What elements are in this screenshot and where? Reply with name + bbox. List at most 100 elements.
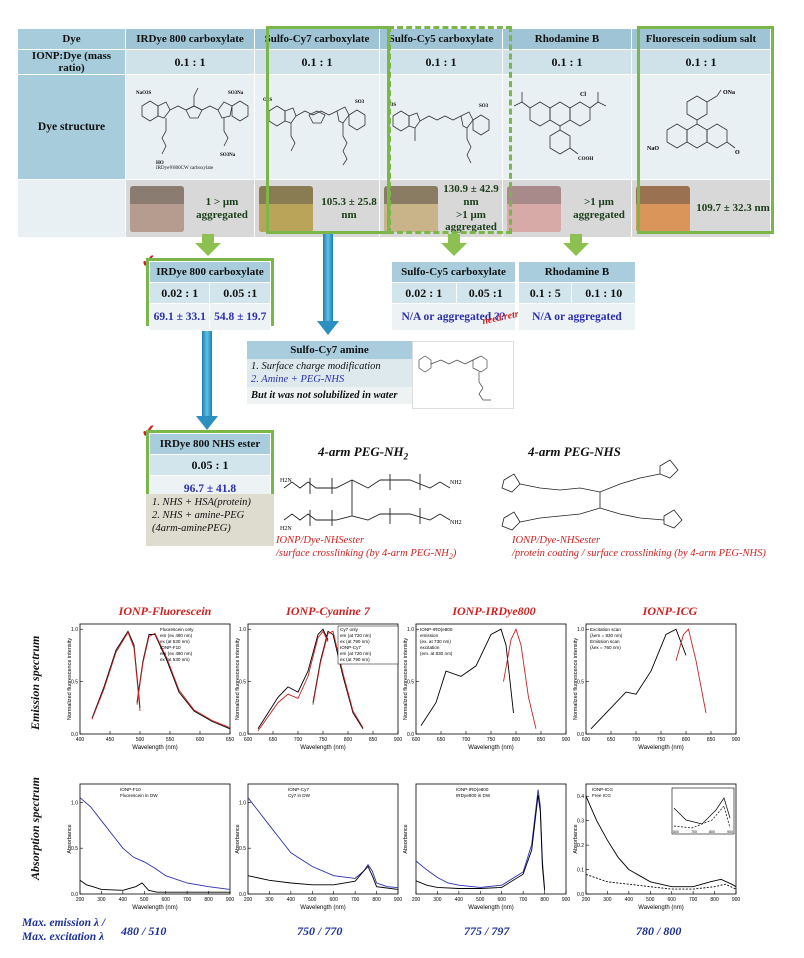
peg-nh2-caption-end: ) — [452, 548, 457, 559]
x-tick-label: 500 — [136, 737, 145, 743]
structure-irdye: NaO3S SO3Na HO SO3Na IRDye®800CW carboxy… — [125, 74, 255, 180]
svg-text:SO3Na: SO3Na — [228, 91, 244, 96]
header-dye: Dye — [17, 28, 126, 50]
nhs-box-title: IRDye 800 NHS ester — [149, 433, 271, 455]
max-lambda-label: Max. emission λ / Max. excitation λ — [22, 916, 105, 944]
x-tick-label: 700 — [183, 897, 192, 903]
plot-frame — [585, 623, 737, 735]
result-text: 1 > μm — [205, 195, 239, 208]
x-tick-label: 500 — [476, 897, 485, 903]
x-tick-label: 900 — [732, 737, 740, 743]
legend-entry: (em. at 830 nm) — [420, 651, 453, 656]
y-tick-label: 1.0 — [407, 627, 414, 633]
ratio-cell: 0.1 : 1 — [502, 49, 632, 75]
green-arrow — [441, 234, 467, 256]
series-line — [415, 789, 546, 889]
y-axis-label: Normalized fluorescence intensity — [67, 638, 73, 720]
legend-entry: em (at 720 nm) — [340, 651, 372, 656]
nhs-box: IRDye 800 NHS ester 0.05 : 1 96.7 ± 41.8 — [149, 433, 271, 503]
row-label-absorption: Absorption spectrum — [28, 776, 42, 880]
x-tick-label: 300 — [265, 897, 274, 903]
x-axis-label: Wavelength (nm) — [468, 905, 513, 911]
x-tick-label: 900 — [226, 897, 234, 903]
blue-arrow — [196, 325, 218, 431]
y-tick-label: 0.0 — [407, 732, 414, 738]
legend-entry: IONP-IRD(e800 — [420, 627, 453, 632]
cy7-amine-box: Sulfo-Cy7 amine 1. Surface charge modifi… — [247, 341, 412, 409]
series-line — [312, 630, 364, 730]
y-tick-label: 0.0 — [577, 892, 584, 898]
x-tick-label: 700 — [462, 737, 471, 743]
dye-table: Dye IRDye 800 carboxylate Sulfo-Cy7 carb… — [17, 28, 771, 238]
x-tick-label: 900 — [562, 897, 570, 903]
header-rhodamine: Rhodamine B — [502, 28, 632, 50]
legend-entry: em (ex 480 nm) — [160, 633, 193, 638]
y-tick-label: 0.5 — [71, 680, 78, 686]
legend-entry: Free ICG — [592, 793, 611, 798]
ratio-cell: 0.1 : 10 — [571, 282, 636, 304]
series-line — [590, 628, 687, 730]
y-tick-label: 0.0 — [71, 892, 78, 898]
max-lambda-value: 775 / 797 — [464, 924, 510, 938]
series-line — [257, 630, 329, 732]
series-line — [79, 797, 231, 890]
vial-liquid — [636, 203, 690, 232]
plot-frame — [79, 623, 231, 735]
x-tick-label: 600 — [330, 897, 339, 903]
x-tick-label: 700 — [519, 897, 528, 903]
legend-entry: (ex. at 730 nm) — [420, 639, 451, 644]
vial-liquid — [130, 203, 184, 232]
inset-tick-label: 800 — [709, 830, 715, 834]
irdye-structure-image: NaO3S SO3Na HO SO3Na — [136, 87, 249, 166]
structure-cy7: O3S SO3 — [254, 74, 380, 180]
peg-nh2-title: 4-arm PEG-NH2 — [318, 444, 408, 462]
y-tick-label: 0.5 — [71, 846, 78, 852]
svg-text:HO: HO — [156, 161, 164, 166]
x-tick-label: 800 — [372, 897, 381, 903]
vial-liquid — [384, 203, 438, 232]
legend-entry: emission — [420, 633, 439, 638]
peg-nhs-title: 4-arm PEG-NHS — [528, 444, 621, 459]
ratio-label: IONP:Dye (mass ratio) — [17, 49, 126, 75]
x-tick-label: 900 — [394, 897, 402, 903]
svg-text:NaO: NaO — [647, 146, 659, 152]
legend-entry: Emission scan — [590, 639, 620, 644]
series-line — [91, 631, 141, 720]
rhodamine-structure-image: Cl COOH — [513, 91, 607, 162]
legend-entry: excitation — [420, 645, 440, 650]
vial-photo — [507, 185, 561, 232]
cy7-amine-footer: But it was not solubilized in water — [247, 387, 412, 404]
plot-title: IONP-ICG — [642, 604, 698, 618]
svg-text:Cl: Cl — [580, 92, 586, 98]
x-axis-label: Wavelength (nm) — [468, 745, 513, 751]
y-tick-label: 0.4 — [577, 794, 584, 800]
x-tick-label: 800 — [682, 737, 691, 743]
svg-text:SO3Na: SO3Na — [220, 153, 236, 158]
x-tick-label: 900 — [394, 737, 402, 743]
header-irdye: IRDye 800 carboxylate — [125, 28, 255, 50]
ratio-cell: 0.05 :1 — [455, 282, 517, 304]
svg-text:NaO3S: NaO3S — [136, 91, 152, 96]
y-tick-label: 0.0 — [577, 732, 584, 738]
plot-frame — [79, 783, 231, 895]
nhs-note: (4arm-aminePEG) — [152, 523, 231, 534]
spectrum-chart: 200 300 400 500 600 700 800 900 0.0 0.5 1.0 Wavelen… — [67, 783, 234, 911]
ratio-cell: 0.05 : 1 — [149, 454, 271, 476]
y-axis-label: Absorbance — [403, 824, 409, 853]
x-axis-label: Wavelength (nm) — [300, 905, 345, 911]
cy7-amine-line: 2. Amine + PEG-NHS — [251, 374, 345, 385]
peg-nh2-sub: 2 — [403, 451, 409, 462]
nhs-notes: 1. NHS + HSA(protein) 2. NHS + amine-PEG… — [146, 494, 274, 546]
spectrum-chart: 200 300 400 500 600 700 800 900 0.0 0.1 0.2 0.3 0.4 W… — [573, 783, 740, 911]
x-axis-label: Wavelength (nm) — [132, 745, 177, 751]
peg-nh2-caption: IONP/Dye-NHSester /surface crosslinking … — [276, 534, 456, 563]
header-cy7: Sulfo-Cy7 carboxylate — [254, 28, 380, 50]
x-tick-label: 750 — [487, 737, 496, 743]
y-axis-label: Normalized fluorescence intensity — [573, 638, 579, 720]
highlight-fluorescein — [637, 26, 774, 234]
legend-entry: (λem = 830 nm) — [590, 633, 623, 638]
inset-series-line — [673, 805, 731, 829]
x-tick-label: 300 — [603, 897, 612, 903]
svg-text:NH2: NH2 — [450, 520, 462, 526]
plot-title: IONP-Cyanine 7 — [286, 604, 370, 618]
